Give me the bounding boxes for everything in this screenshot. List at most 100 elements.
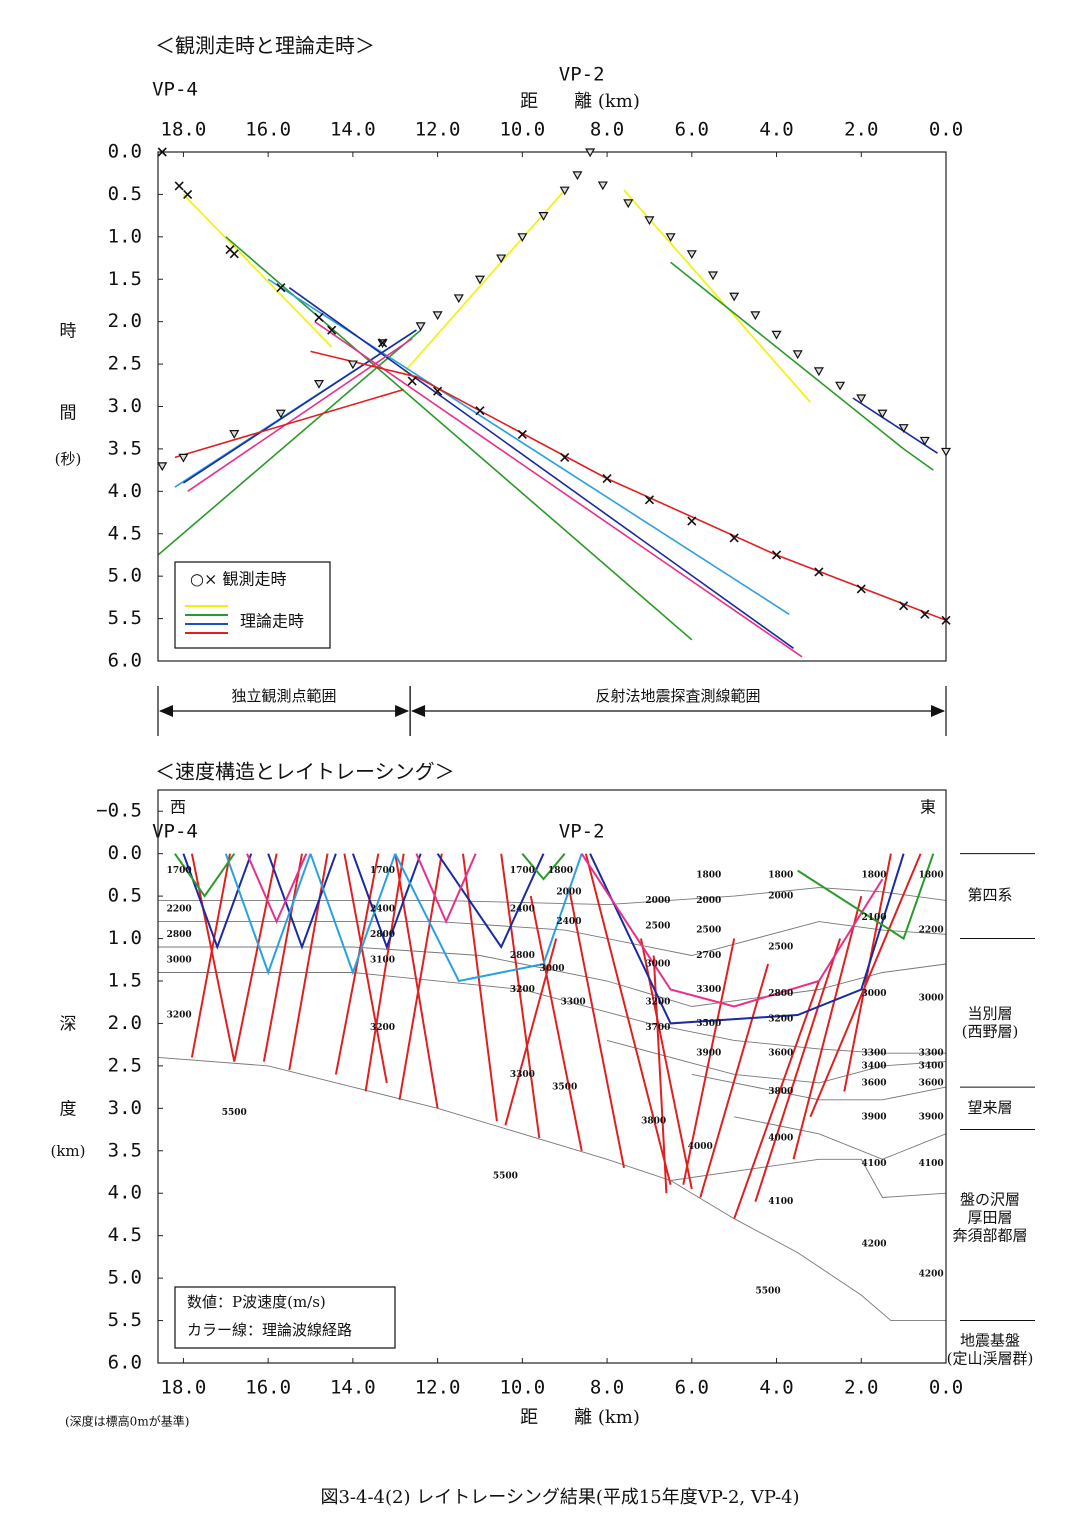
y-axis-label: (km) [50, 1142, 85, 1160]
x-tick-label: 0.0 [929, 1377, 963, 1399]
y-tick-label: 0.0 [108, 842, 142, 864]
y-tick-label: 2.0 [108, 310, 142, 332]
velocity-label: 1700 [370, 866, 395, 876]
observed-point [597, 181, 608, 191]
velocity-label: 4000 [688, 1142, 713, 1152]
formation-label: (西野層) [962, 1022, 1019, 1040]
y-tick-label: 4.0 [108, 480, 142, 502]
x-axis-label: 距 離 (km) [520, 1407, 640, 1428]
velocity-label: 2800 [510, 951, 535, 961]
velocity-label: 3000 [645, 960, 670, 970]
velocity-label: 1800 [548, 866, 573, 876]
observed-point [559, 186, 570, 196]
velocity-label: 3300 [696, 985, 721, 995]
y-tick-label: 2.5 [108, 1054, 142, 1076]
observed-point [517, 233, 528, 243]
travel-line [182, 189, 812, 403]
y-tick-label: 5.5 [108, 1309, 142, 1331]
y-tick-label: 4.5 [108, 1224, 142, 1246]
velocity-label: 2000 [556, 887, 581, 897]
layer-boundary [158, 972, 946, 1054]
observed-point [813, 367, 824, 377]
observed-point [835, 381, 846, 391]
observed-point [474, 275, 486, 285]
velocity-label: 2500 [696, 926, 721, 936]
velocity-label: 3000 [861, 989, 886, 999]
x-tick-label: 4.0 [759, 1377, 793, 1399]
y-tick-label: 6.0 [108, 1352, 142, 1374]
legend-label: ○× 観測走時 [190, 570, 286, 589]
velocity-label: 3400 [861, 1061, 886, 1071]
velocity-label: 4100 [768, 1197, 793, 1207]
observed-point [899, 601, 909, 611]
travel-line [182, 287, 938, 649]
x-tick-label: 18.0 [161, 1377, 207, 1399]
velocity-label: 1700 [510, 866, 535, 876]
arrow-head [411, 705, 426, 717]
x-tick-label: 12.0 [415, 119, 461, 141]
observed-point [877, 409, 888, 419]
velocity-label: 2800 [167, 930, 192, 940]
observed-point [792, 350, 803, 360]
velocity-label: 2500 [768, 943, 793, 953]
y-tick-label: 1.0 [108, 927, 142, 949]
x-tick-label: 4.0 [759, 119, 793, 141]
observed-point [517, 429, 527, 440]
observed-point [707, 271, 719, 281]
y-tick-label: 5.5 [108, 607, 142, 629]
x-tick-label: 2.0 [844, 1377, 878, 1399]
observed-point [496, 254, 507, 264]
travel-line [187, 321, 803, 658]
observed-point [750, 311, 761, 321]
velocity-label: 1800 [919, 870, 944, 880]
formation-label: 望来層 [967, 1098, 1012, 1116]
plot-frame [157, 789, 947, 1364]
velocity-label: 2800 [370, 930, 395, 940]
layer-boundary [670, 1158, 946, 1198]
observed-point [453, 294, 464, 304]
observed-point [602, 474, 612, 484]
plot-area [158, 853, 946, 1322]
y-tick-label: 1.5 [108, 970, 142, 992]
legend-label: 数値：P波速度(m/s) [187, 1293, 326, 1311]
velocity-label: 2400 [370, 904, 395, 914]
y-tick-label: 4.0 [108, 1182, 142, 1204]
velocity-label: 2000 [645, 896, 670, 906]
velocity-label: 3400 [919, 1061, 944, 1071]
y-tick-label: 3.0 [108, 1097, 142, 1119]
observed-point [347, 360, 358, 370]
y-tick-label: 3.5 [108, 1139, 142, 1161]
y-tick-label: 3.5 [108, 437, 142, 459]
plot-area [158, 189, 946, 658]
velocity-label: 5500 [222, 1108, 247, 1118]
travel-line [246, 853, 884, 1008]
observed-point [729, 292, 740, 302]
layer-boundary [734, 1116, 946, 1160]
x-tick-label: 0.0 [929, 119, 963, 141]
y-axis-label: 度 [60, 1100, 77, 1120]
observed-point [157, 147, 167, 157]
observed-point [940, 447, 952, 457]
y-tick-label: 1.5 [108, 268, 142, 290]
observed-point [157, 462, 168, 472]
observed-point [856, 584, 866, 594]
velocity-label: 3000 [919, 993, 944, 1003]
velocity-label: 2000 [768, 892, 793, 902]
observed-point [538, 212, 549, 221]
velocity-label: 3500 [552, 1083, 577, 1093]
observed-point [229, 430, 240, 439]
formation-label: 奔須部都層 [952, 1227, 1027, 1245]
legend-label: 理論走時 [240, 612, 304, 631]
observed-point [314, 312, 324, 322]
velocity-label: 3500 [696, 1019, 721, 1029]
y-tick-label: 0.5 [108, 183, 142, 205]
x-tick-label: 14.0 [330, 1377, 376, 1399]
travel-line [182, 853, 905, 1025]
velocity-label: 2500 [645, 921, 670, 931]
source-label: VP-2 [559, 821, 605, 843]
x-tick-label: 12.0 [415, 1377, 461, 1399]
x-tick-label: 6.0 [675, 1377, 709, 1399]
y-axis-label: (秒) [55, 450, 82, 468]
observed-point [898, 424, 909, 433]
